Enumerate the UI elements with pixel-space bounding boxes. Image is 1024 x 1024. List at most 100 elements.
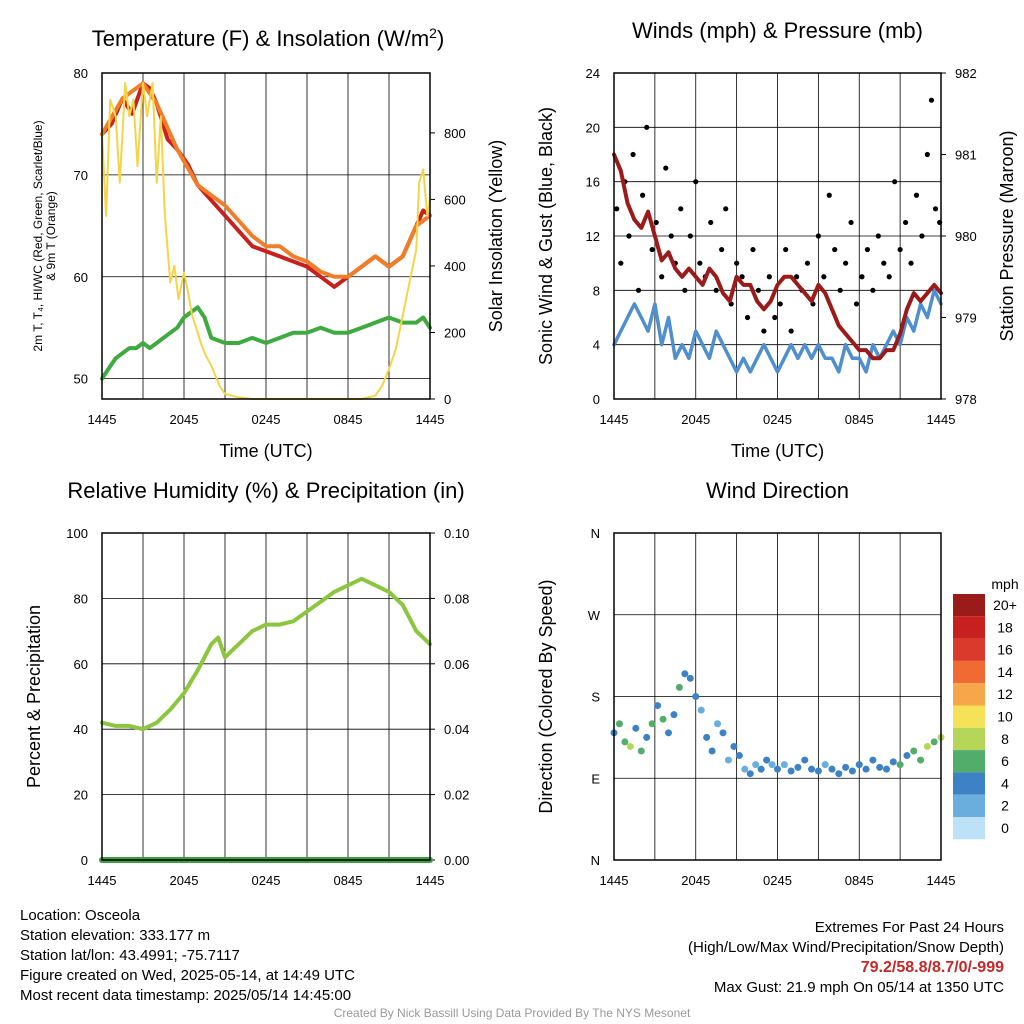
y-tick-label-right: 0.04 [444,722,469,737]
gust-point [826,192,832,198]
gust-point [739,274,745,280]
legend-swatch [953,705,985,728]
legend-label: 16 [997,642,1013,658]
y-tick-label: 0 [81,853,88,868]
x-tick-label: 1445 [927,412,956,427]
y-axis-label-right: Solar Insolation (Yellow) [486,140,506,332]
gust-point [870,287,876,293]
x-tick-label: 1445 [927,873,956,888]
direction-point [648,720,656,728]
y-tick-label-right: 800 [444,126,466,141]
direction-point [719,729,727,737]
gust-point [713,287,719,293]
direction-point [768,761,776,769]
y-axis-label-right: Station Pressure (Maroon) [997,130,1017,341]
figure-created: Figure created on Wed, 2025-05-14, at 14… [20,967,355,984]
gust-point [719,246,725,253]
direction-point [876,763,884,771]
gust-point [750,246,756,253]
gust-point [924,151,930,158]
gust-point [734,260,740,266]
y-tick-label: S [591,690,600,705]
gust-point [886,274,892,280]
extremes-title: Extremes For Past 24 Hours [814,919,1004,936]
direction-point [708,747,716,755]
gust-point [864,246,871,253]
direction-point [735,752,743,760]
y-axis-label-left: Direction (Colored By Speed) [536,579,556,813]
y-tick-label-right: 0.06 [444,657,469,672]
direction-point [828,765,836,773]
legend-label: 14 [997,664,1013,680]
legend-label: 18 [997,619,1013,635]
gust-point [875,233,881,239]
plot-frame [101,72,431,400]
direction-point [741,765,749,773]
series-line-9m-t [100,81,432,279]
legend-title: mph [991,576,1018,592]
chart-title: Relative Humidity (%) & Precipitation (i… [67,478,464,503]
station-info: Location: Osceola Station elevation: 333… [20,906,355,1006]
extremes-values: 79.2/58.8/8.7/0/-999 [860,959,1004,976]
y-tick-label: 70 [74,168,88,183]
direction-point [626,742,634,750]
gust-point [663,165,669,171]
direction-point [794,763,802,771]
gust-point [804,260,811,266]
gust-point [772,314,778,321]
y-tick-label: 60 [74,657,88,672]
direction-point [801,756,809,764]
y-tick-label-right: 0.08 [444,591,469,606]
direction-point [808,765,816,773]
legend-swatch [953,794,985,817]
gust-point [755,287,762,293]
direction-point [883,765,890,773]
legend-swatch [953,727,985,751]
y-tick-label-right: 0 [444,392,451,407]
direction-point [821,761,829,769]
direction-point [862,765,870,773]
x-tick-label: 1445 [88,412,117,427]
y-tick-label-right: 0.00 [444,853,469,868]
series-line-insolation [101,82,431,400]
legend-label: 6 [1001,753,1009,769]
gust-point [708,219,714,226]
gust-point [614,206,620,212]
gust-point [932,206,939,212]
y-tick-label-right: 200 [444,325,466,340]
legend-label: 4 [1001,775,1009,791]
y-tick-label: 40 [74,722,88,737]
gust-point [919,233,925,239]
gust-point [626,233,632,239]
x-tick-label: 1445 [600,412,629,427]
gust-point [783,246,789,253]
y-tick-label: 8 [593,283,600,298]
y-tick-label: 20 [74,788,88,803]
direction-point [686,674,694,682]
x-axis-label: Time (UTC) [731,441,824,461]
x-tick-label: 0845 [334,873,363,888]
direction-point [692,693,700,700]
direction-point [923,742,931,750]
gust-point [630,151,636,158]
extremes-subtitle: (High/Low/Max Wind/Precipitation/Snow De… [688,939,1004,956]
y-tick-label: 16 [586,175,600,190]
gust-point [897,246,903,253]
x-tick-label: 1445 [416,873,445,888]
y-tick-label-right: 400 [444,259,466,274]
wind-speed-legend: mph 20+ 18 16 14 12 10 8 6 4 2 0 [953,576,1019,840]
legend-label: 12 [997,686,1013,702]
winds-pressure-panel: 0 4 8 12 16 20 24 978 979 980 981 982 1445 2045 0245 08… [536,18,1017,461]
direction-point [903,752,911,760]
x-tick-label: 1445 [88,873,117,888]
legend-label: 2 [1001,798,1009,814]
direction-point [842,763,850,771]
legend-label: 20+ [993,597,1017,613]
gust-point [881,260,887,266]
direction-point [659,715,667,723]
gust-point [892,179,898,185]
direction-point [910,747,918,755]
x-tick-label: 0845 [334,412,363,427]
